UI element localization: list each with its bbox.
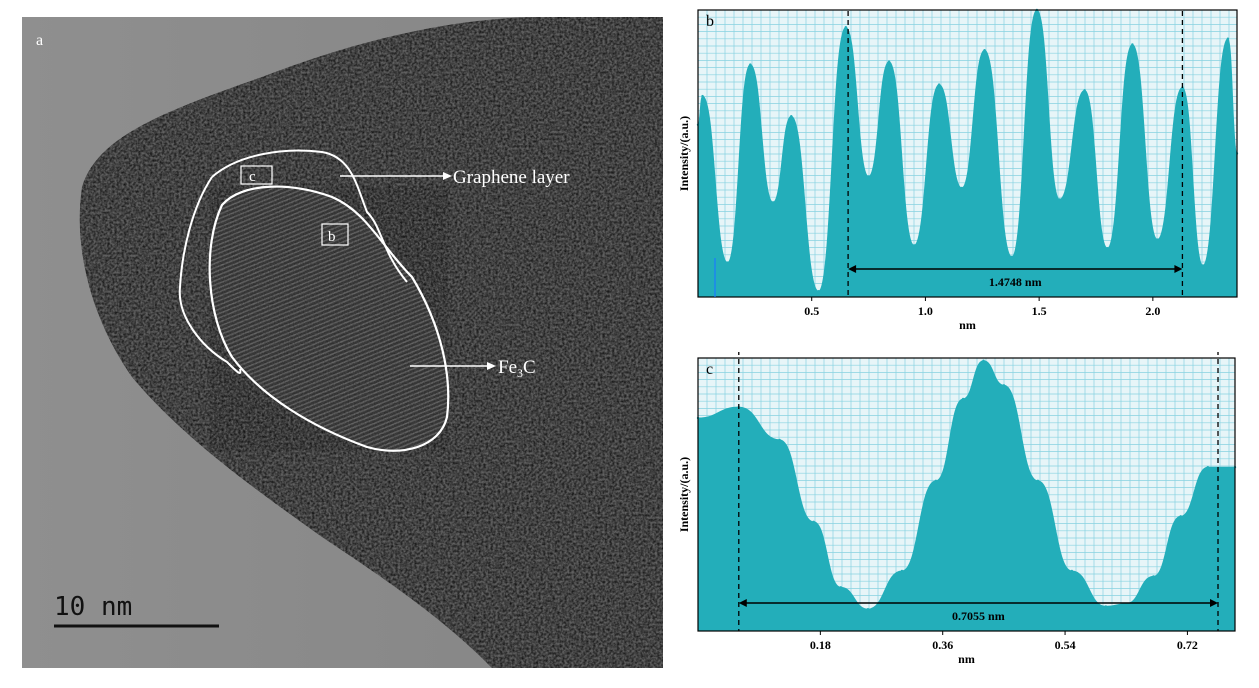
- measure-arrowhead-left: [848, 265, 857, 273]
- profile-valley-point: [960, 186, 964, 190]
- fe3c-label: Fe3C: [498, 357, 536, 380]
- panel-label: c: [706, 361, 713, 378]
- profile-point: [1036, 479, 1040, 483]
- profile-valley-point: [1106, 247, 1109, 250]
- x-tick-label: 0.54: [1055, 638, 1076, 652]
- profile-point: [934, 479, 938, 483]
- profile-point: [1104, 605, 1108, 608]
- profile-point: [839, 586, 842, 589]
- profile-point: [866, 607, 870, 611]
- profile-point: [1002, 384, 1006, 387]
- x-axis-label: nm: [958, 652, 975, 666]
- measure-label: 1.4748 nm: [989, 275, 1042, 289]
- region-c-box: [240, 165, 273, 185]
- line-profile-chart-b: 1.4748 nm b 0.5 1.0 1.5 2.0 nm Intensity/(a.u.): [677, 8, 1239, 332]
- line-profile-chart-c: 0.7055 nm c 0.18 0.36 0.54 0.72 nm Intensity/(a…: [677, 352, 1237, 666]
- fe3c-label-c: C: [523, 357, 536, 378]
- region-c-label: c: [249, 169, 256, 185]
- profile-valley-point: [1058, 198, 1061, 201]
- profile-peak-point: [790, 114, 793, 118]
- x-axis-label: nm: [959, 318, 976, 332]
- x-tick-label: 2.0: [1145, 304, 1160, 318]
- scale-bar-label: 10 nm: [54, 592, 132, 622]
- x-tick-label: 0.5: [804, 304, 819, 318]
- profile-peak-point: [844, 26, 848, 29]
- y-axis-label: Intensity/(a.u.): [677, 116, 691, 191]
- profile-point: [1179, 515, 1182, 518]
- profile-peak-point: [701, 94, 704, 98]
- profile-point: [961, 397, 965, 401]
- profile-valley-point: [817, 290, 820, 293]
- profile-point: [982, 359, 985, 362]
- tem-micrograph: a c b Graphene layer Fe3C 10 nm: [22, 17, 663, 668]
- panel-a-label: a: [36, 32, 43, 49]
- profile-point: [1070, 569, 1074, 573]
- fe3c-label-fe: Fe: [498, 357, 517, 378]
- graphene-arrowhead: [443, 172, 452, 180]
- profile-peak-point: [1083, 89, 1086, 92]
- profile-peak-point: [1131, 43, 1134, 46]
- measure-label: 0.7055 nm: [952, 609, 1005, 623]
- intensity-profile-area: [697, 9, 1238, 298]
- profile-valley-point: [867, 175, 870, 178]
- region-b-label: b: [328, 229, 336, 245]
- region-b-box: [321, 223, 349, 246]
- profile-point: [812, 520, 815, 523]
- panel-label: b: [706, 13, 714, 30]
- fe3c-arrowhead: [487, 362, 496, 370]
- measure-arrowhead-right: [1174, 265, 1183, 273]
- profile-peak-point: [983, 48, 986, 52]
- profile-valley-point: [1156, 238, 1159, 241]
- profile-peak-point: [937, 83, 941, 86]
- profile-valley-point: [771, 201, 775, 204]
- plot-frame: [697, 357, 1236, 632]
- x-tick-label: 0.18: [810, 638, 831, 652]
- profile-peak-point: [1226, 37, 1230, 40]
- x-tick-label: 1.0: [918, 304, 933, 318]
- profile-valley-point: [726, 261, 729, 264]
- x-tick-label: 0.36: [932, 638, 953, 652]
- plot-frame: [697, 9, 1238, 298]
- profile-valley-point: [1201, 264, 1205, 267]
- fe3c-label-subscript: 3: [517, 366, 523, 380]
- measure-arrowhead-right: [1210, 599, 1219, 607]
- graphene-layer-label: Graphene layer: [453, 167, 570, 188]
- profile-peak-point: [887, 60, 891, 63]
- x-tick-label: 0.72: [1177, 638, 1198, 652]
- profile-point: [1206, 466, 1210, 469]
- measure-arrowhead-left: [738, 599, 747, 607]
- profile-point: [900, 569, 904, 573]
- profile-peak-point: [749, 63, 752, 66]
- x-tick-label: 1.5: [1032, 304, 1047, 318]
- profile-point: [778, 438, 781, 442]
- profile-valley-point: [1010, 255, 1014, 259]
- y-axis-label: Intensity/(a.u.): [677, 457, 691, 532]
- profile-point: [1152, 575, 1155, 578]
- profile-valley-point: [912, 244, 916, 247]
